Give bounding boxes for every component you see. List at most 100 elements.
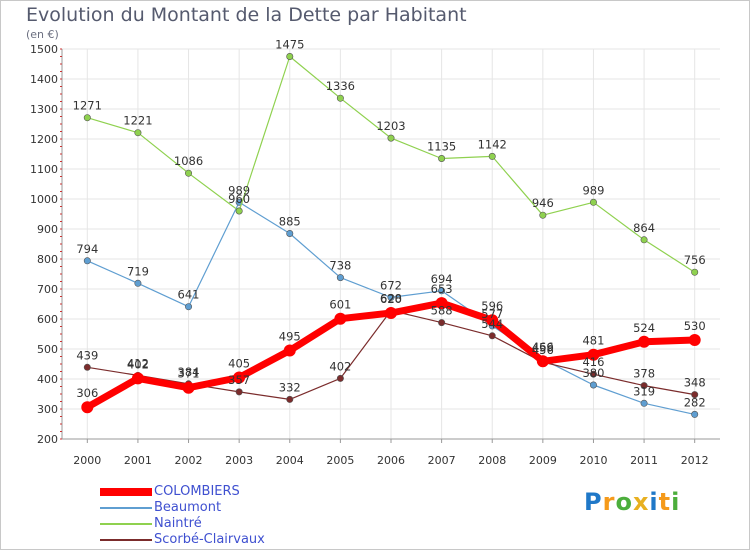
data-label: 282 [684, 395, 706, 409]
data-label: 371 [178, 367, 200, 381]
x-tick-label: 2001 [124, 454, 152, 467]
data-label: 332 [279, 380, 301, 394]
data-label: 628 [380, 292, 402, 306]
x-tick-label: 2012 [681, 454, 709, 467]
data-point [235, 207, 243, 215]
data-label: 378 [633, 367, 655, 381]
data-point [640, 382, 648, 390]
legend-item: Naintré [100, 516, 360, 532]
data-point [488, 332, 496, 340]
y-tick-label: 600 [37, 313, 58, 326]
x-tick-label: 2010 [579, 454, 607, 467]
proxiti-logo: Proxiti [584, 488, 680, 516]
data-point [235, 388, 243, 396]
x-tick-label: 2008 [478, 454, 506, 467]
logo-letter: i [671, 488, 681, 516]
chart-title: Evolution du Montant de la Dette par Hab… [26, 4, 467, 26]
data-label: 989 [582, 183, 604, 197]
data-point [83, 363, 91, 371]
y-tick-label: 500 [37, 343, 58, 356]
data-label: 402 [127, 357, 149, 371]
data-label: 1135 [427, 140, 456, 154]
data-label: 864 [633, 221, 655, 235]
x-tick-label: 2004 [276, 454, 304, 467]
legend-swatch [100, 539, 152, 541]
data-label: 620 [380, 292, 402, 306]
data-point [134, 129, 142, 137]
data-labels: 794 719 641 989 885 738 672 694 577 466 380 319 282 1… [73, 38, 706, 410]
data-label: 357 [228, 373, 250, 387]
logo-letter: P [584, 488, 603, 516]
data-label: 544 [481, 317, 503, 331]
legend-label: COLOMBIERS [154, 484, 240, 499]
data-point [688, 334, 701, 346]
legend-item: Beaumont [100, 500, 360, 516]
y-tick-label: 800 [37, 253, 58, 266]
data-point [640, 236, 648, 244]
logo-letter: x [632, 488, 650, 516]
y-tick-label: 1400 [30, 73, 58, 86]
data-point [185, 303, 193, 311]
data-point [233, 371, 246, 384]
y-tick-label: 1200 [30, 133, 58, 146]
data-point [131, 372, 144, 385]
y-tick-label: 1000 [30, 193, 58, 206]
data-point [438, 155, 446, 163]
data-label: 1203 [376, 119, 405, 133]
data-label: 530 [684, 319, 706, 333]
logo-letter: t [658, 488, 672, 516]
data-point [134, 279, 142, 287]
data-label: 412 [127, 356, 149, 370]
data-point [286, 395, 294, 403]
legend-swatch [100, 507, 152, 509]
data-label: 577 [481, 307, 503, 321]
x-tick-label: 2003 [225, 454, 253, 467]
x-tick-label: 2006 [377, 454, 405, 467]
y-tick-label: 200 [37, 433, 58, 446]
data-point [387, 293, 395, 301]
data-label: 439 [76, 348, 98, 362]
data-label: 466 [532, 340, 554, 354]
data-label: 1086 [174, 154, 203, 168]
data-point [81, 401, 94, 414]
data-label: 524 [633, 321, 655, 335]
series-naintr- [83, 52, 699, 276]
logo-letter: i [649, 488, 659, 516]
data-label: 885 [279, 215, 301, 229]
logo-letter: r [602, 488, 616, 516]
data-point [589, 198, 597, 206]
data-label: 719 [127, 264, 149, 278]
series-layer [81, 52, 701, 418]
data-label: 1221 [123, 114, 152, 128]
data-point [589, 381, 597, 389]
data-point [691, 268, 699, 276]
data-label: 756 [684, 253, 706, 267]
legend-item: Scorbé-Clairvaux [100, 532, 360, 548]
y-tick-label: 400 [37, 373, 58, 386]
legend-label: Naintré [154, 516, 202, 531]
data-label: 1142 [478, 137, 507, 151]
data-label: 1336 [326, 79, 355, 93]
data-label: 641 [178, 288, 200, 302]
legend: COLOMBIERS Beaumont Naintré Scorbé-Clairvau… [100, 484, 360, 548]
legend-label: Scorbé-Clairvaux [154, 532, 265, 547]
data-point [182, 381, 195, 394]
y-tick-label: 1300 [30, 103, 58, 116]
series-colombiers [81, 297, 701, 414]
data-label: 319 [633, 384, 655, 398]
axes: 200 300 400 500 600 700 800 900 1000 1100 1200 1300… [30, 43, 720, 467]
data-label: 495 [279, 330, 301, 344]
data-label: 601 [329, 298, 351, 312]
data-point [336, 374, 344, 382]
data-label: 946 [532, 196, 554, 210]
y-tick-label: 1500 [30, 43, 58, 56]
data-point [83, 257, 91, 265]
y-tick-label: 900 [37, 223, 58, 236]
data-point [691, 410, 699, 418]
data-label: 481 [582, 334, 604, 348]
data-label: 456 [532, 343, 554, 357]
data-label: 380 [582, 366, 604, 380]
data-label: 384 [178, 365, 200, 379]
